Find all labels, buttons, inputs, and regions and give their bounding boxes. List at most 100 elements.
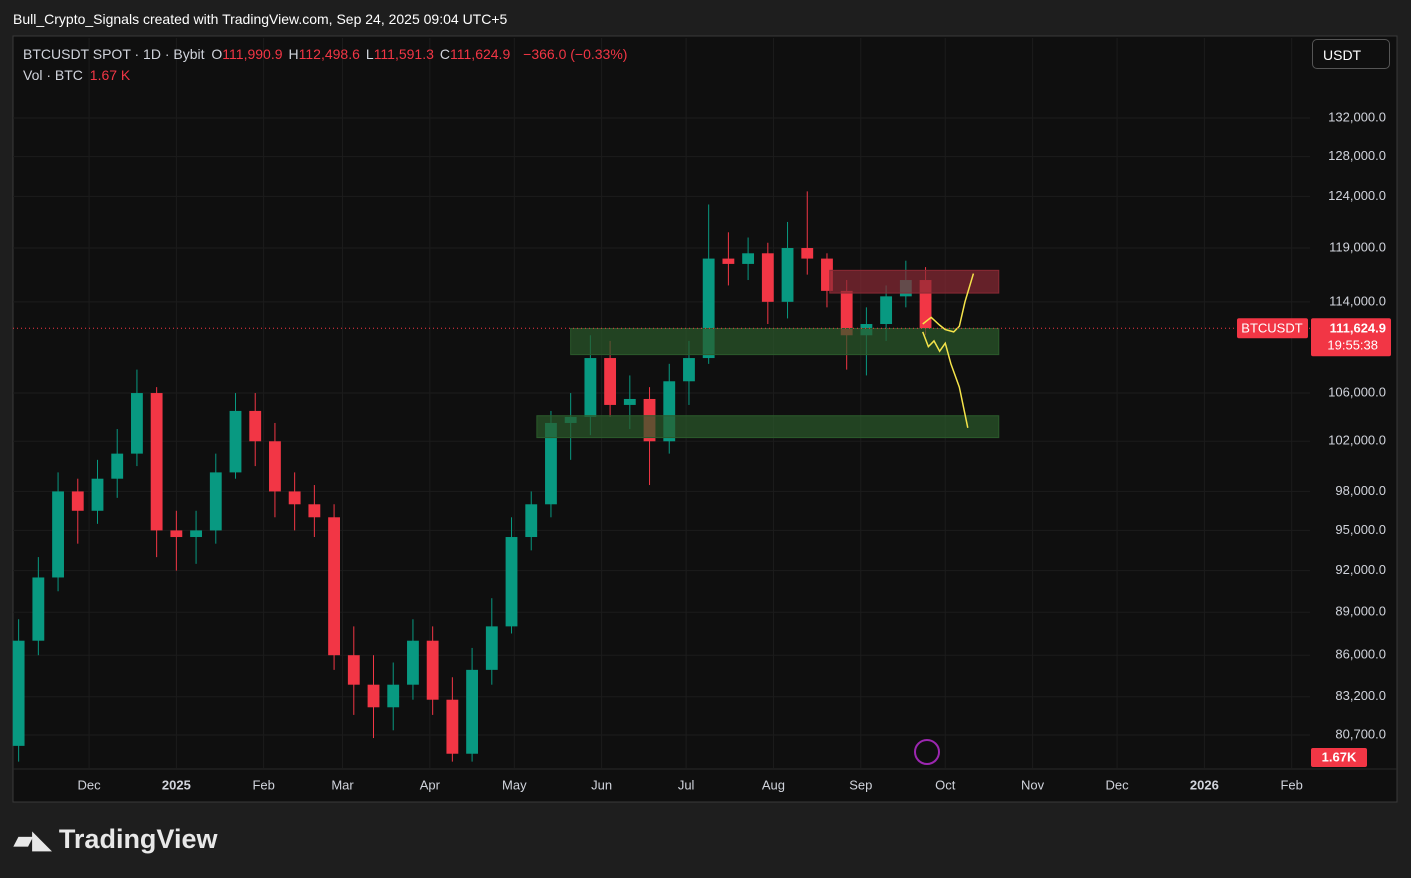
y-tick-label: 80,700.0 [1335,726,1386,741]
candle-body [308,504,321,518]
candle-body [919,280,932,329]
projection-line [922,273,975,333]
candle-body [170,530,183,538]
candle-body [663,381,676,442]
ohlc-value: 112,498.6 [298,46,360,62]
candle-body [150,393,163,531]
candle-body [347,655,360,685]
brand-logo: ▰◣ TradingView [14,824,218,854]
y-tick-label: 124,000.0 [1328,188,1386,203]
y-tick-label: 92,000.0 [1335,562,1386,577]
ohlc-label: L [365,46,374,62]
x-tick-label: Feb [252,777,274,792]
y-tick-label: 86,000.0 [1335,647,1386,662]
candle-body [584,358,597,417]
y-tick-label: 128,000.0 [1328,148,1386,163]
candle-body [407,640,419,685]
candle-body [525,504,538,538]
volume-value: 1.67 K [89,67,131,83]
symbol: BTCUSDT SPOT · 1D · Bybit [23,46,205,62]
symbol-tag-bg [1237,318,1308,339]
y-tick-label: 114,000.0 [1329,293,1386,308]
y-tick-label: 89,000.0 [1335,604,1386,619]
x-tick-label: 2025 [162,777,191,792]
candle-body [426,640,439,700]
attribution: Bull_Crypto_Signals created with Trading… [13,11,508,27]
candle-body [111,453,124,479]
x-tick-label: Aug [762,777,785,792]
y-tick-label: 95,000.0 [1335,522,1386,537]
candle-body [71,491,84,511]
candle-body [722,258,735,264]
zone [536,415,1000,439]
candle-body [328,517,340,656]
ohlc-value: 111,591.3 [373,46,434,62]
legend: BTCUSDT SPOT · 1D · Bybit O111,990.9 H112… [23,46,630,62]
x-tick-label: Sep [849,777,872,792]
projection-line [922,331,969,428]
currency-button[interactable]: USDT [1312,39,1390,69]
plot-area [12,191,1000,762]
candle-body [288,491,301,505]
candle-body [683,358,695,382]
candle-body [880,296,893,325]
candle-body [209,472,222,531]
x-tick-label: Mar [331,777,354,792]
change: −366.0 (−0.33%) [523,46,628,62]
y-tick-label: 106,000.0 [1328,384,1386,399]
candle-body [269,441,281,492]
candle-body [466,669,479,754]
volume-legend: Vol · BTC 1.67 K [23,67,133,83]
volume-label: Vol · BTC [23,67,83,83]
alert-icon [914,739,940,765]
x-tick-label: Dec [1106,777,1130,792]
candle-body [702,258,715,359]
x-tick-label: Nov [1021,777,1045,792]
last-price-label: 111,624.9 [1330,321,1386,336]
candle-body [604,358,617,405]
ohlc-label: O [211,46,223,62]
candle-body [446,699,459,754]
symbol-tag: BTCUSDT [1241,321,1302,336]
y-tick-label: 119,000.0 [1329,239,1386,254]
volume-tag-bg [1311,748,1367,767]
ohlc-label: C [439,46,451,62]
candle-body [12,640,25,746]
candle-body [840,290,853,336]
y-tick-label: 98,000.0 [1335,483,1386,498]
zone [829,269,1000,294]
candle-body [821,258,833,291]
candle-body [801,248,814,259]
candle-body [131,393,143,454]
candle-body [387,684,400,708]
candle-body [623,398,636,405]
x-tick-label: Jun [591,777,612,792]
x-tick-label: 2026 [1190,777,1219,792]
x-tick-label: May [502,777,527,792]
candle-body [190,530,202,538]
ohlc-value: 111,624.9 [450,46,511,62]
x-tick-label: Apr [420,777,441,792]
y-tick-label: 83,200.0 [1335,688,1386,703]
volume-tag: 1.67K [1322,749,1357,764]
ohlc: O111,990.9 H112,498.6 L111,591.3 C111,624.9 [211,46,516,62]
x-tick-label: Feb [1280,777,1302,792]
candle-body [229,410,242,473]
candle-body [91,478,104,511]
candle-body [742,253,755,264]
ohlc-value: 111,990.9 [222,46,283,62]
candle-body [249,410,262,442]
x-tick-label: Oct [935,777,956,792]
price-tag-bg [1311,318,1391,357]
x-tick-label: Dec [77,777,101,792]
candle-body [32,577,45,641]
y-tick-label: 102,000.0 [1328,433,1386,448]
x-tick-label: Jul [678,777,695,792]
candle-body [505,537,518,627]
countdown: 19:55:38 [1327,338,1378,353]
candle-body [485,626,498,670]
ohlc-label: H [288,46,299,62]
brand: TradingView [58,824,218,854]
